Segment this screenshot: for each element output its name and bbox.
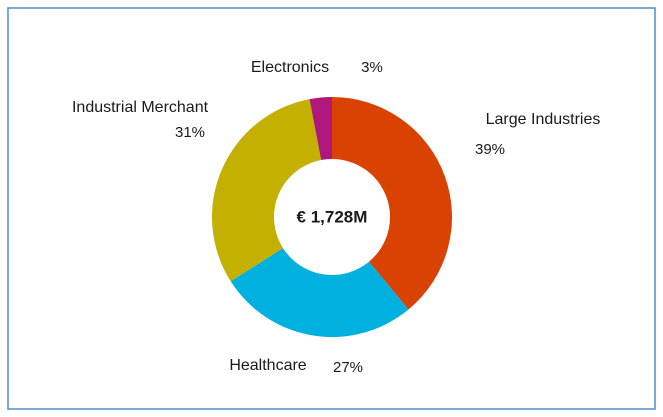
frame: [7, 7, 656, 410]
donut-segment: [230, 248, 409, 337]
value-label: 3%: [361, 59, 383, 76]
donut-segment: [309, 97, 332, 161]
value-label: 39%: [475, 141, 505, 158]
center-label: € 1,728M: [297, 207, 368, 226]
value-label: 27%: [333, 359, 363, 376]
category-label: Large Industries: [486, 111, 601, 128]
value-label: 31%: [175, 124, 205, 141]
category-label: Industrial Merchant: [72, 99, 209, 116]
donut-segment: [211, 99, 322, 282]
donut-segment: [332, 97, 453, 310]
category-label: Electronics: [251, 59, 329, 76]
category-label: Healthcare: [229, 357, 306, 374]
